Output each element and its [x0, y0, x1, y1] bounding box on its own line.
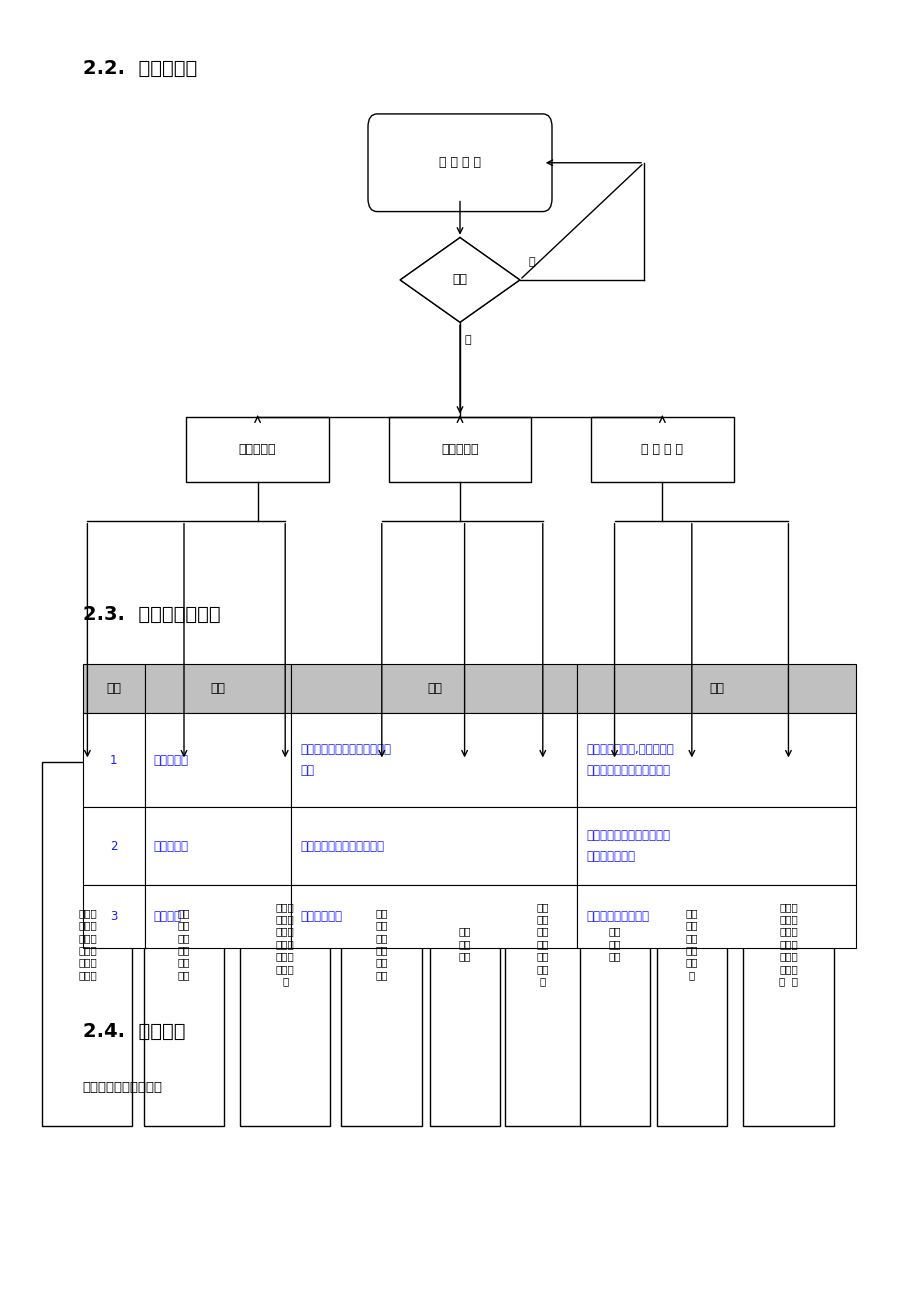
Text: 增删
普通
用户: 增删 普通 用户: [458, 927, 471, 961]
Text: 增删普通管理员,普通用户，
修改、冻结和激活全部用户: 增删普通管理员,普通用户， 修改、冻结和激活全部用户: [586, 743, 674, 777]
Text: 修改
冻结
激活
普通
用户
的信
息: 修改 冻结 激活 普通 用户 的信 息: [536, 902, 549, 986]
Text: 本产品分为四个模块：: 本产品分为四个模块：: [83, 1081, 163, 1094]
Text: 普通
用户
的全
部属
性和
功能: 普通 用户 的全 部属 性和 功能: [375, 907, 388, 980]
Bar: [144, 885, 291, 948]
Text: 其他功
能（根
据各自
所属情
况进行
添加修
改  ）: 其他功 能（根 据各自 所属情 况进行 添加修 改 ）: [778, 902, 797, 986]
Bar: [591, 417, 733, 482]
Text: 用 户 登 录: 用 户 登 录: [438, 156, 481, 169]
Bar: [577, 664, 855, 713]
Text: 管理自身信息: 管理自身信息: [301, 910, 342, 923]
FancyBboxPatch shape: [368, 113, 551, 212]
Text: 存在: 存在: [452, 273, 467, 286]
Bar: [186, 417, 329, 482]
Text: 角色: 角色: [210, 682, 225, 695]
Bar: [144, 664, 291, 713]
Bar: [505, 762, 580, 1126]
Bar: [83, 807, 144, 885]
Bar: [341, 762, 422, 1126]
Text: 2.4.  功能简介: 2.4. 功能简介: [83, 1022, 185, 1042]
Text: 是: 是: [464, 335, 471, 345]
Bar: [144, 713, 291, 807]
Bar: [83, 885, 144, 948]
Bar: [144, 807, 291, 885]
Text: 普通用户: 普通用户: [153, 910, 182, 923]
Text: 对自身信息进行修改: 对自身信息进行修改: [586, 910, 649, 923]
Polygon shape: [400, 237, 519, 322]
Bar: [389, 417, 531, 482]
Text: 修改
个人
信息: 修改 个人 信息: [607, 927, 620, 961]
Text: 普通管理员: 普通管理员: [153, 840, 188, 853]
Bar: [83, 664, 144, 713]
Text: 2: 2: [110, 840, 118, 853]
Bar: [743, 762, 833, 1126]
Text: 序号: 序号: [106, 682, 121, 695]
Bar: [577, 713, 855, 807]
Bar: [291, 807, 577, 885]
Bar: [291, 664, 577, 713]
Text: 密码
的设
定和
密码
的找
回: 密码 的设 定和 密码 的找 回: [685, 907, 698, 980]
Bar: [429, 762, 499, 1126]
Text: 普通管理员: 普通管理员: [441, 443, 478, 456]
Text: 2.3.  角色、权限设定: 2.3. 角色、权限设定: [83, 605, 221, 625]
Text: 增删普通用户，修改、冻结
和激活普通用户: 增删普通用户，修改、冻结 和激活普通用户: [586, 829, 670, 863]
Text: 管理自身和普通用户的信息: 管理自身和普通用户的信息: [301, 840, 384, 853]
Text: 管理整个系统中的所有用户的
信息: 管理整个系统中的所有用户的 信息: [301, 743, 391, 777]
Text: 增删
普通
管理
员和
普通
用户: 增删 普通 管理 员和 普通 用户: [177, 907, 190, 980]
Bar: [42, 762, 132, 1126]
Text: 普 通 用 户: 普 通 用 户: [641, 443, 683, 456]
Bar: [83, 713, 144, 807]
Text: 3: 3: [110, 910, 118, 923]
Bar: [577, 807, 855, 885]
Text: 1: 1: [110, 754, 118, 767]
Text: 权限: 权限: [709, 682, 723, 695]
Bar: [577, 885, 855, 948]
Text: 超级管理员: 超级管理员: [153, 754, 188, 767]
Bar: [291, 713, 577, 807]
Text: 超级管理员: 超级管理员: [239, 443, 276, 456]
Bar: [579, 762, 649, 1126]
Text: 2.2.  界面流程图: 2.2. 界面流程图: [83, 59, 197, 78]
Bar: [656, 762, 726, 1126]
Text: 否: 否: [528, 256, 535, 267]
Text: 普通管
理员和
普通用
户的全
部属性
和功能: 普通管 理员和 普通用 户的全 部属性 和功能: [78, 907, 96, 980]
Bar: [143, 762, 224, 1126]
Bar: [240, 762, 330, 1126]
Text: 功能: 功能: [426, 682, 441, 695]
Bar: [291, 885, 577, 948]
Text: 修改、
冻结和
激活用
户和普
通管理
员的信
息: 修改、 冻结和 激活用 户和普 通管理 员的信 息: [276, 902, 294, 986]
